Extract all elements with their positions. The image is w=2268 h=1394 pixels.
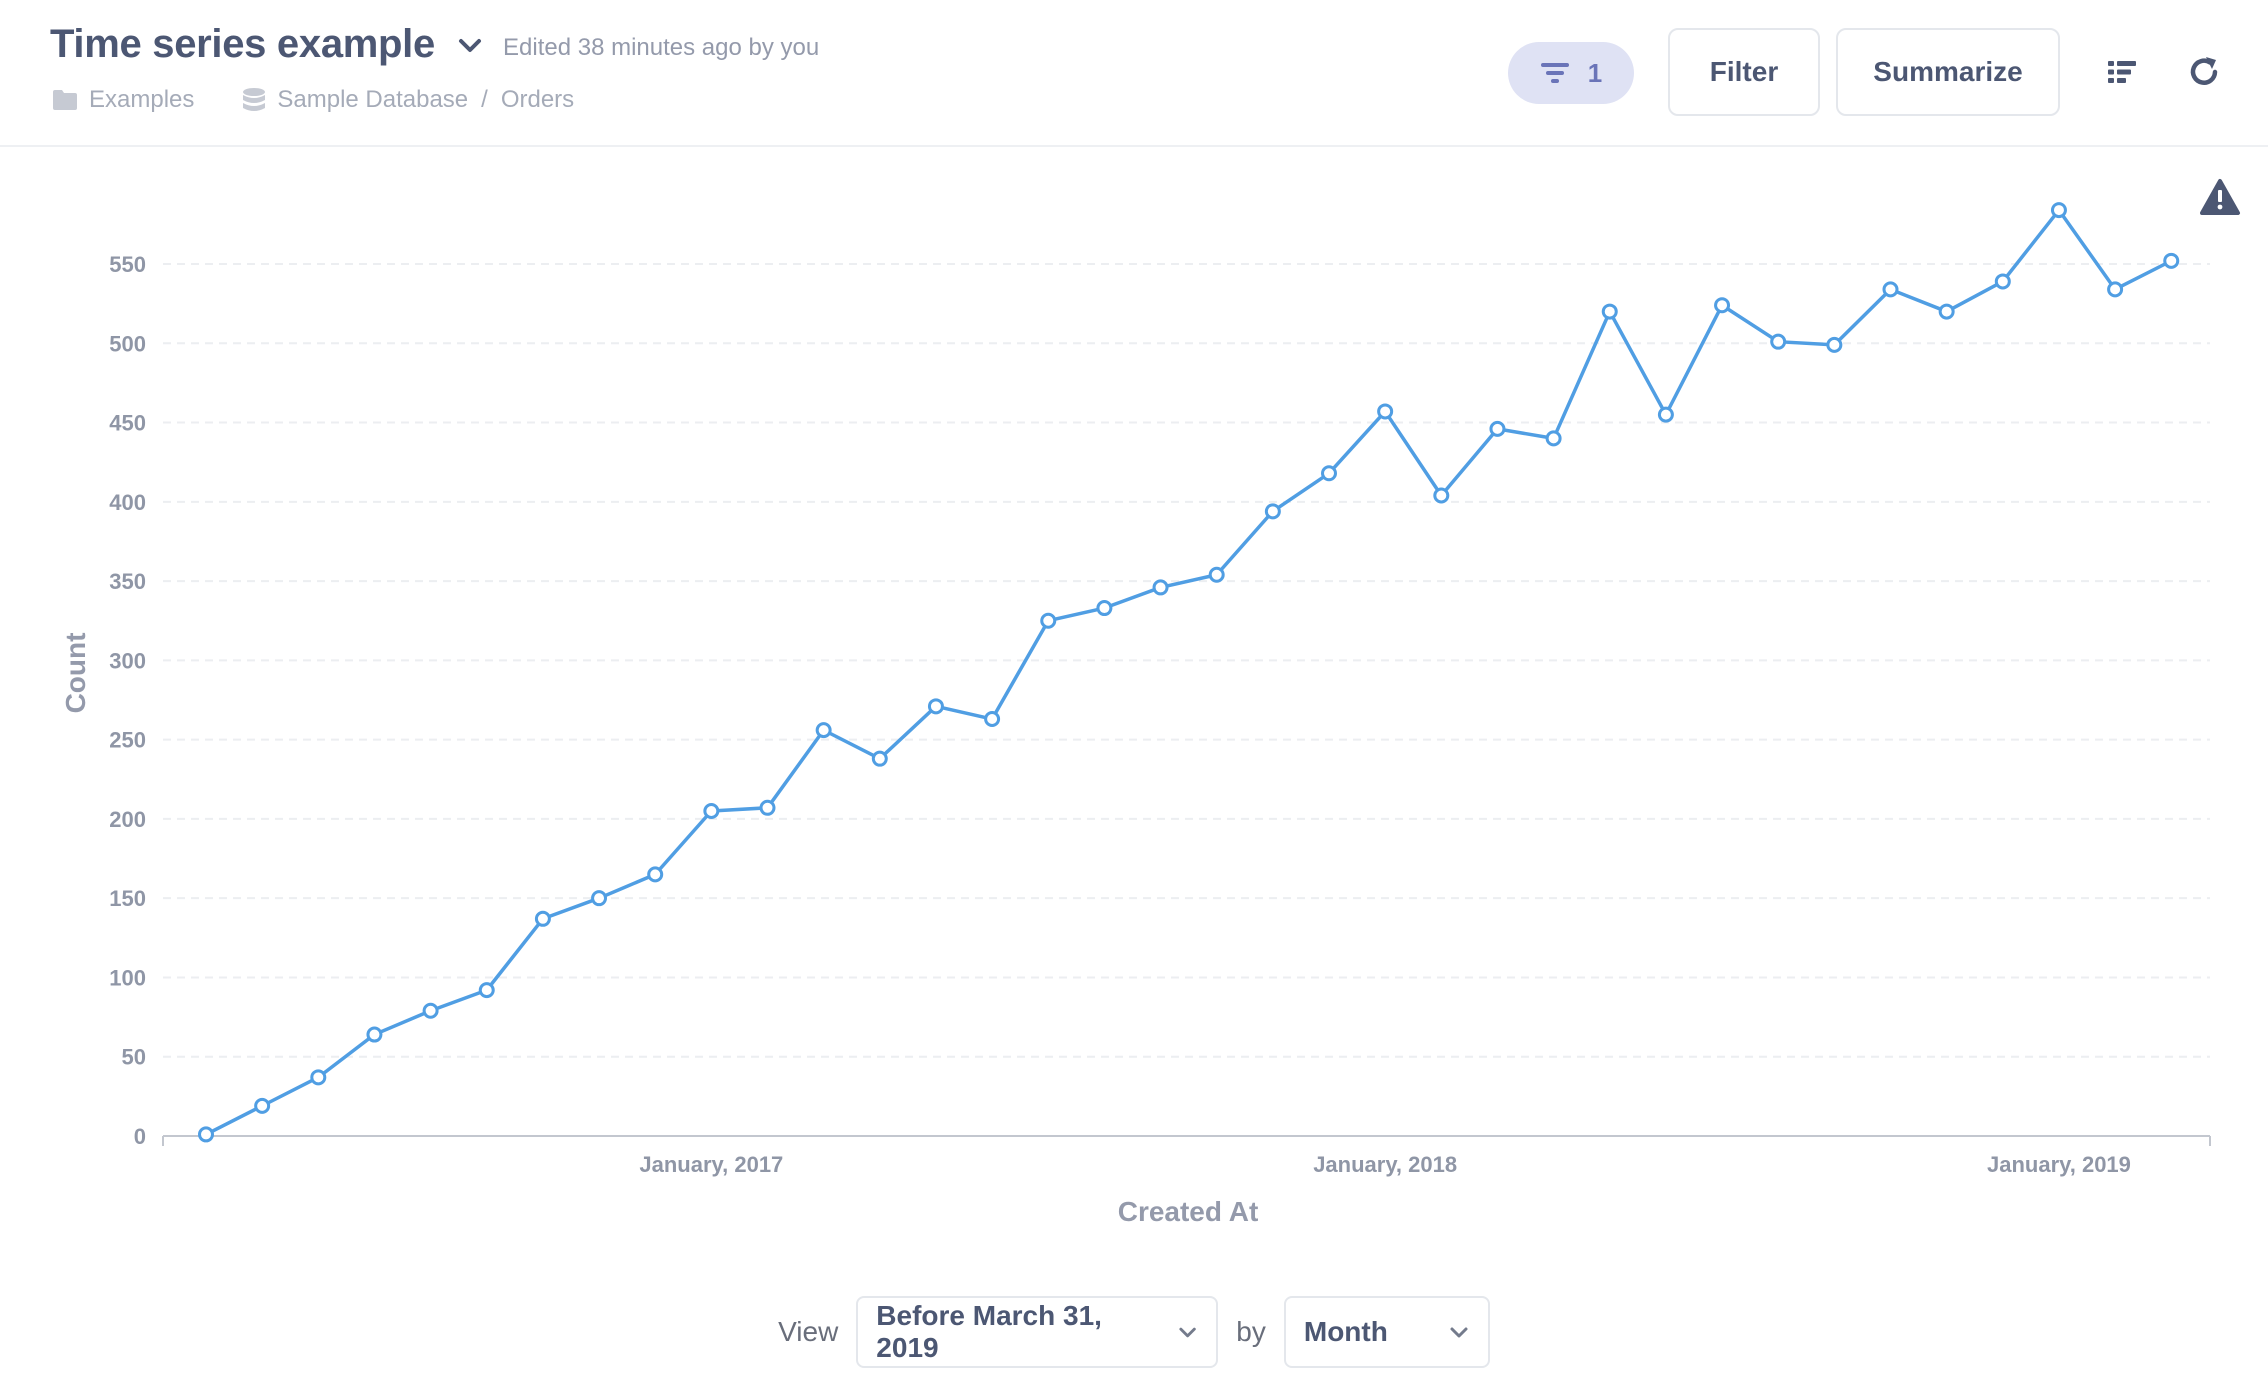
breadcrumb: Examples Sample Database / Orders <box>52 86 574 114</box>
data-point[interactable] <box>703 802 720 819</box>
series-line <box>205 208 2173 1136</box>
x-axis-labels: January, 2017 January, 2018 January, 2019 <box>639 1152 2131 1177</box>
time-unit-select[interactable]: Month <box>1283 1296 1490 1368</box>
by-label: by <box>1236 1316 1266 1347</box>
database-icon <box>243 88 266 111</box>
breadcrumb-label: Orders <box>500 86 575 113</box>
data-point[interactable] <box>1377 403 1394 420</box>
data-point[interactable] <box>1040 612 1057 629</box>
data-point[interactable] <box>759 799 776 816</box>
y-tick-label: 150 <box>109 886 146 911</box>
data-point[interactable] <box>1152 579 1169 596</box>
warning-icon[interactable] <box>2200 179 2240 215</box>
data-point[interactable] <box>815 722 832 739</box>
data-point[interactable] <box>591 890 608 907</box>
question-title[interactable]: Time series example <box>50 22 435 66</box>
data-point[interactable] <box>1882 281 1899 298</box>
breadcrumb-label: Examples <box>89 86 195 113</box>
date-range-select[interactable]: Before March 31, 2019 <box>856 1296 1219 1368</box>
last-edited-info[interactable]: Edited 38 minutes ago by you <box>503 34 820 61</box>
y-tick-label: 450 <box>109 411 146 436</box>
data-point[interactable] <box>1264 503 1281 520</box>
title-row: Time series example <box>50 22 485 67</box>
refresh-icon[interactable] <box>2184 52 2224 92</box>
data-point[interactable] <box>984 711 1001 728</box>
filter-icon <box>1540 63 1569 83</box>
data-point[interactable] <box>534 910 551 927</box>
breadcrumb-table[interactable]: Orders <box>501 86 574 114</box>
summarize-button[interactable]: Summarize <box>1836 28 2060 116</box>
view-controls: View Before March 31, 2019 by Month <box>0 1296 2268 1368</box>
data-point[interactable] <box>254 1097 271 1114</box>
date-range-value: Before March 31, 2019 <box>876 1300 1102 1363</box>
data-point[interactable] <box>366 1026 383 1043</box>
data-point[interactable] <box>1489 420 1506 437</box>
data-point[interactable] <box>422 1002 439 1019</box>
x-tick-label: January, 2019 <box>1987 1152 2131 1177</box>
chevron-down-icon[interactable] <box>455 30 485 60</box>
y-axis-labels: 0 50 100 150 200 250 300 350 400 450 500 550 <box>109 252 146 1149</box>
data-point[interactable] <box>1770 333 1787 350</box>
y-tick-label: 350 <box>109 569 146 594</box>
chevron-down-icon <box>1179 1327 1196 1338</box>
data-point[interactable] <box>1994 273 2011 290</box>
data-point[interactable] <box>1826 336 1843 353</box>
data-point[interactable] <box>1657 406 1674 423</box>
data-point[interactable] <box>198 1126 214 1143</box>
y-tick-label: 300 <box>109 648 146 673</box>
data-point[interactable] <box>2107 281 2124 298</box>
data-point[interactable] <box>1433 487 1450 504</box>
question-header: Time series example Edited 38 minutes ag… <box>0 0 2268 147</box>
y-tick-label: 550 <box>109 252 146 277</box>
y-axis-title: Count <box>60 633 91 714</box>
x-tick-label: January, 2018 <box>1313 1152 1457 1177</box>
data-point[interactable] <box>1208 566 1225 583</box>
folder-icon <box>53 90 77 110</box>
time-unit-value: Month <box>1303 1316 1388 1347</box>
data-point[interactable] <box>647 866 664 883</box>
data-point[interactable] <box>1938 303 1955 320</box>
breadcrumb-collection[interactable]: Examples <box>52 86 194 114</box>
data-point[interactable] <box>1545 430 1562 447</box>
view-label: View <box>778 1316 839 1347</box>
data-point[interactable] <box>310 1069 327 1086</box>
data-point[interactable] <box>478 982 495 999</box>
line-chart: 0 50 100 150 200 250 300 350 400 450 500 550 Januar… <box>60 179 2240 1227</box>
y-tick-label: 0 <box>134 1124 146 1149</box>
y-tick-label: 100 <box>109 965 146 990</box>
chevron-down-icon <box>1450 1327 1468 1338</box>
data-point[interactable] <box>1714 297 1731 314</box>
y-tick-label: 400 <box>109 490 146 515</box>
data-point[interactable] <box>1096 600 1113 617</box>
chart-gridlines <box>163 263 2210 1058</box>
breadcrumb-database[interactable]: Sample Database <box>242 86 468 114</box>
data-point[interactable] <box>1601 303 1618 320</box>
data-point[interactable] <box>2050 202 2067 219</box>
data-point[interactable] <box>871 750 888 767</box>
breadcrumb-separator: / <box>481 86 488 113</box>
y-tick-label: 50 <box>122 1045 146 1070</box>
filter-button[interactable]: Filter <box>1668 28 1820 116</box>
x-axis-title: Created At <box>1118 1196 1259 1227</box>
data-point[interactable] <box>927 698 944 715</box>
chart-series <box>198 202 2180 1143</box>
y-tick-label: 250 <box>109 728 146 753</box>
y-tick-label: 500 <box>109 331 146 356</box>
filter-count-pill[interactable]: 1 <box>1508 42 1634 104</box>
x-tick-label: January, 2017 <box>639 1152 783 1177</box>
y-tick-label: 200 <box>109 807 146 832</box>
breadcrumb-label: Sample Database <box>277 86 469 113</box>
list-icon[interactable] <box>2102 52 2142 92</box>
chart-axes <box>162 1135 2211 1146</box>
data-point[interactable] <box>2163 252 2180 269</box>
data-point[interactable] <box>1321 465 1337 482</box>
filter-count: 1 <box>1587 57 1603 88</box>
